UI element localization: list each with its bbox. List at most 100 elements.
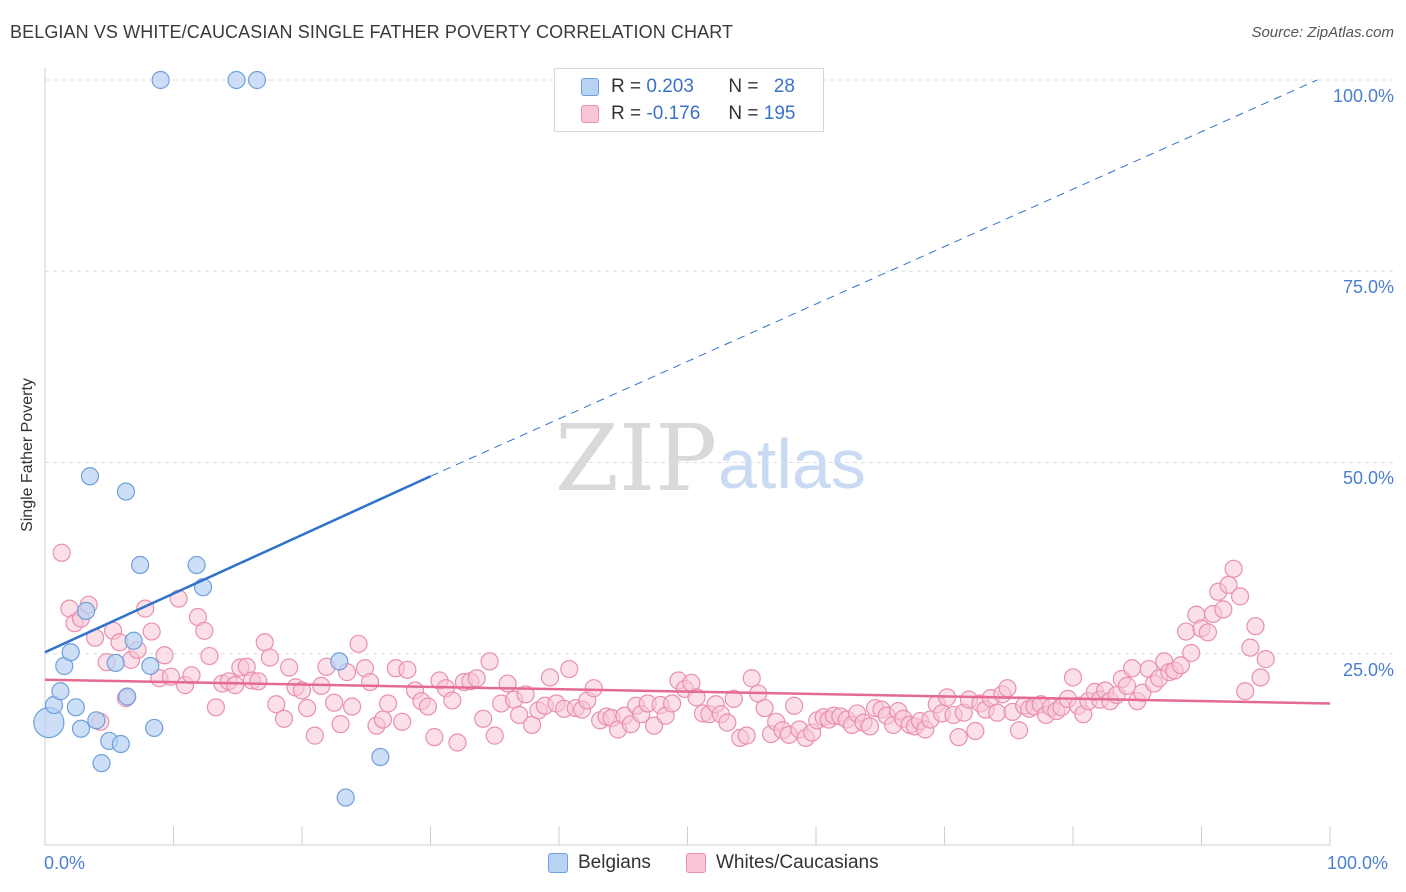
belgians-point: [130, 555, 150, 575]
whites-trend-line: [44, 678, 1331, 705]
grid-lines: [45, 79, 1395, 655]
whites-point: [448, 733, 467, 752]
whites-point: [860, 717, 880, 736]
whites-point: [755, 698, 774, 718]
whites-point: [267, 695, 286, 714]
belgians-point: [116, 482, 136, 501]
whites-point: [474, 709, 493, 728]
whites-point: [1117, 676, 1137, 695]
belgians-point: [51, 682, 70, 701]
whites-point: [737, 726, 756, 745]
legend-row-whites: R = -0.176 N = 195: [581, 102, 795, 126]
belgians-point: [227, 70, 246, 90]
belgians-point: [77, 601, 96, 621]
belgians-point: [92, 754, 111, 773]
r-value: -0.176: [646, 103, 701, 124]
whites-point: [1251, 668, 1270, 687]
y-tick-100: 100.0%: [1332, 86, 1394, 106]
whites-point: [443, 691, 462, 710]
whites-point: [1236, 682, 1255, 701]
whites-point: [1256, 650, 1275, 669]
belgians-legend-label: Belgians: [578, 852, 651, 873]
belgians-point: [66, 698, 85, 717]
whites-point: [1214, 600, 1233, 619]
whites-point: [274, 709, 294, 728]
n-value: 195: [763, 103, 796, 124]
r-label: R =: [611, 103, 642, 124]
n-label: N =: [728, 103, 759, 124]
legend-belgians: Belgians: [548, 852, 651, 874]
whites-points: [52, 543, 1275, 752]
belgians-points: [33, 70, 390, 807]
watermark-zip: ZIP: [555, 405, 717, 512]
whites-point: [1246, 617, 1265, 636]
belgians-point: [187, 555, 206, 575]
chart-title: BELGIAN VS WHITE/CAUCASIAN SINGLE FATHER…: [10, 22, 734, 42]
whites-point: [349, 634, 368, 653]
correlation-legend: R = 0.203 N = 28 R = -0.176 N = 195: [554, 68, 824, 132]
y-tick-25: 25.0%: [1342, 660, 1394, 680]
belgians-trend-extension: [430, 79, 1318, 477]
whites-legend-swatch: [686, 853, 706, 873]
whites-point: [305, 726, 324, 745]
whites-point: [644, 716, 664, 735]
whites-point: [298, 698, 317, 718]
whites-point: [584, 679, 603, 698]
whites-point: [516, 685, 535, 704]
watermark-atlas: atlas: [718, 425, 866, 503]
whites-point: [343, 697, 362, 716]
whites-point: [966, 721, 985, 741]
belgians-swatch: [581, 78, 599, 96]
belgians-point: [371, 747, 390, 767]
whites-point: [200, 646, 219, 666]
whites-point: [742, 669, 761, 688]
legend-whites: Whites/Caucasians: [686, 852, 879, 874]
whites-point: [1176, 622, 1196, 641]
whites-point: [480, 652, 499, 671]
whites-point: [1224, 559, 1243, 578]
belgians-point: [111, 734, 130, 754]
whites-point: [560, 659, 579, 679]
whites-point: [1219, 575, 1238, 595]
belgians-point: [61, 643, 80, 662]
whites-point: [1241, 638, 1260, 657]
whites-point: [292, 681, 312, 700]
whites-point: [155, 646, 174, 665]
x-tick-0: 0.0%: [44, 853, 86, 873]
belgians-point: [145, 718, 164, 738]
whites-point: [255, 633, 274, 652]
whites-swatch: [581, 105, 599, 123]
whites-point: [280, 658, 299, 677]
whites-point: [373, 710, 393, 729]
whites-point: [1123, 659, 1142, 678]
whites-point: [485, 726, 504, 745]
belgians-point: [330, 652, 349, 671]
whites-point: [724, 689, 743, 708]
whites-point: [1171, 656, 1191, 675]
y-tick-75: 75.0%: [1342, 277, 1394, 297]
whites-point: [398, 660, 417, 679]
whites-point: [206, 698, 226, 717]
belgians-point: [141, 656, 160, 676]
whites-point: [331, 715, 350, 734]
whites-point: [249, 672, 268, 691]
source-label: Source: ZipAtlas.com: [1251, 24, 1394, 41]
y-tick-50: 50.0%: [1342, 468, 1394, 488]
r-value: 0.203: [646, 76, 694, 97]
whites-point: [510, 705, 529, 725]
belgians-point: [80, 467, 100, 486]
whites-point: [1063, 668, 1083, 687]
whites-point: [1182, 643, 1201, 663]
whites-point: [142, 622, 161, 641]
whites-point: [361, 672, 380, 692]
belgians-point: [87, 711, 106, 730]
whites-point: [988, 703, 1007, 722]
whites-point: [1230, 587, 1250, 606]
n-value: 28: [773, 76, 795, 97]
whites-point: [325, 693, 344, 712]
belgians-trend-line: [44, 475, 432, 654]
n-label: N =: [728, 76, 759, 97]
trend-lines: [44, 79, 1331, 705]
belgians-point: [71, 719, 91, 738]
